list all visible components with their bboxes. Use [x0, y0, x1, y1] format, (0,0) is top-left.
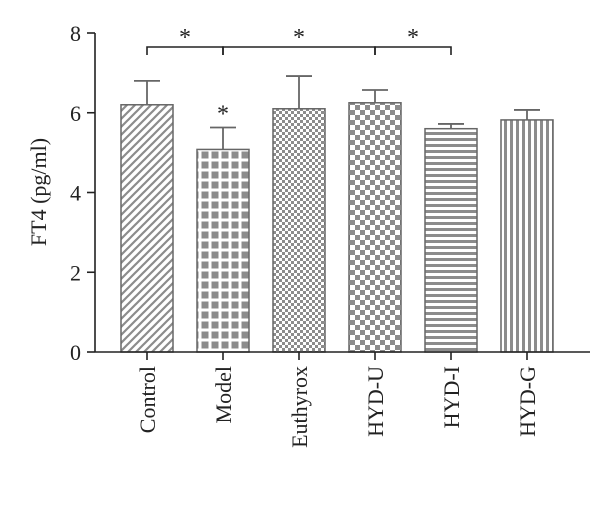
y-tick-label: 6: [70, 101, 81, 126]
bar-euthyrox: [272, 108, 326, 353]
y-tick-label: 2: [70, 260, 81, 285]
error-bar-hyd-u: [362, 89, 388, 103]
significance-bracket: *: [146, 25, 224, 55]
error-bar-hyd-g: [514, 109, 540, 120]
error-bar-hyd-i: [438, 123, 464, 129]
bar-significance-star: *: [217, 102, 229, 128]
bar-model: [196, 148, 250, 353]
y-axis-title: FT4 (pg/ml): [26, 138, 51, 246]
error-bar-euthyrox: [286, 75, 312, 109]
x-category-label: Control: [135, 366, 160, 433]
bar-hyd-g: [500, 119, 554, 353]
axes-layer: 0 2 4 6 8 Control Model Euthyrox HYD-U HYD-I HYD-G: [70, 21, 590, 448]
error-bars-layer: [134, 75, 540, 150]
error-bar-model: [210, 126, 236, 150]
bar-hyd-i: [424, 127, 478, 353]
bars-layer: [120, 102, 554, 353]
error-bar-control: [134, 79, 160, 105]
x-category-label: Model: [211, 366, 236, 423]
significance-star: *: [407, 25, 419, 51]
significance-bracket: *: [374, 25, 452, 55]
bar-hyd-u: [348, 102, 402, 353]
y-tick-label: 4: [70, 181, 81, 206]
annotations-layer: * * * *: [146, 25, 452, 128]
y-tick-label: 0: [70, 340, 81, 365]
x-category-label: HYD-I: [439, 366, 464, 428]
significance-star: *: [293, 25, 305, 51]
significance-star: *: [179, 25, 191, 51]
x-category-label: HYD-U: [363, 366, 388, 437]
bar-control: [120, 104, 174, 353]
x-category-label: HYD-G: [515, 366, 540, 437]
significance-bracket: *: [222, 25, 376, 55]
x-category-label: Euthyrox: [287, 366, 312, 448]
y-tick-label: 8: [70, 21, 81, 46]
